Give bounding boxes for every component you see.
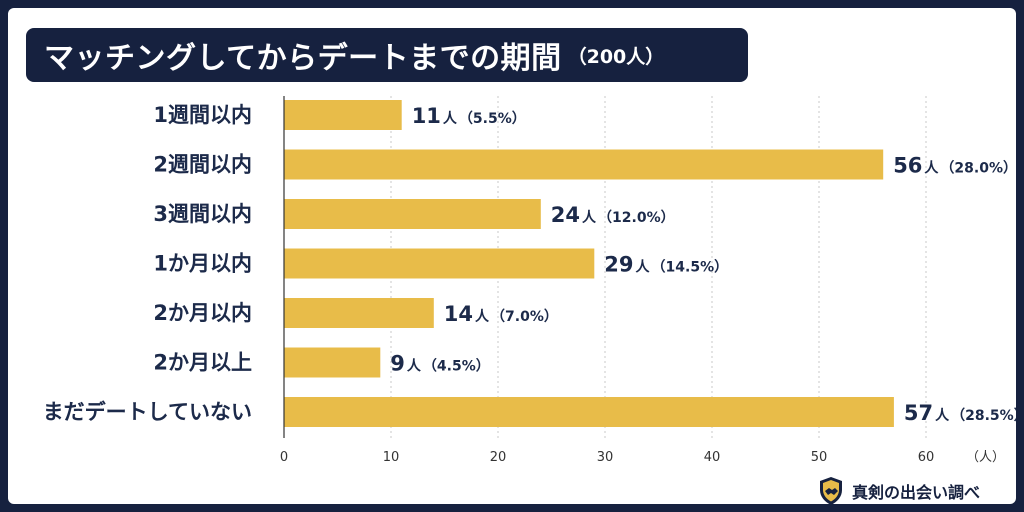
x-tick-label: 20 xyxy=(490,450,507,465)
value-label: 56 人（28.0%） xyxy=(893,154,1016,178)
bar xyxy=(284,298,434,328)
bar xyxy=(284,397,894,427)
value-label: 57人（28.5%） xyxy=(904,401,1016,425)
category-label: 1か月以内 xyxy=(153,252,252,276)
category-label: 2か月以内 xyxy=(153,301,252,325)
brand-name: 真剣の出会い調べ xyxy=(852,483,981,502)
category-label: 1週間以内 xyxy=(153,103,252,127)
x-tick-label: 60 xyxy=(918,450,935,465)
x-tick-label: 10 xyxy=(383,450,400,465)
brand-logo: 真剣の出会い調べ xyxy=(818,476,980,506)
x-tick-label: 0 xyxy=(280,450,288,465)
category-label: 2か月以上 xyxy=(153,351,252,375)
shield-handshake-icon xyxy=(820,477,842,505)
bar xyxy=(284,149,884,180)
bar xyxy=(284,347,381,378)
bar xyxy=(284,199,541,229)
category-label: 3週間以内 xyxy=(153,202,252,226)
value-label: 14 人（7.0%） xyxy=(444,302,558,326)
bar xyxy=(284,248,595,279)
value-label: 9 人（4.5%） xyxy=(390,352,489,376)
category-label: まだデートしていない xyxy=(43,400,252,424)
value-label: 29 人（14.5%） xyxy=(604,253,728,277)
x-tick-label: 30 xyxy=(597,450,614,465)
x-unit-label: （人） xyxy=(966,450,1005,465)
value-label: 11 人（5.5%） xyxy=(412,104,526,128)
chart-subtitle: （200人） xyxy=(567,45,665,68)
chart-card: マッチングしてからデートまでの期間 （200人） 0 10 20 30 40 50 60 （人… xyxy=(8,8,1016,506)
x-tick-label: 50 xyxy=(811,450,828,465)
value-label: 24 人（12.0%） xyxy=(551,203,675,227)
title-banner: マッチングしてからデートまでの期間 （200人） xyxy=(26,28,748,82)
category-label: 2週間以内 xyxy=(153,153,252,177)
bar xyxy=(284,100,402,130)
bar-chart: 0 10 20 30 40 50 60 （人） 1週間以内 11 人（5.5%） 2週間以内 56 人（2… xyxy=(43,96,1016,465)
chart-title: マッチングしてからデートまでの期間 xyxy=(44,41,562,76)
x-tick-label: 40 xyxy=(704,450,721,465)
